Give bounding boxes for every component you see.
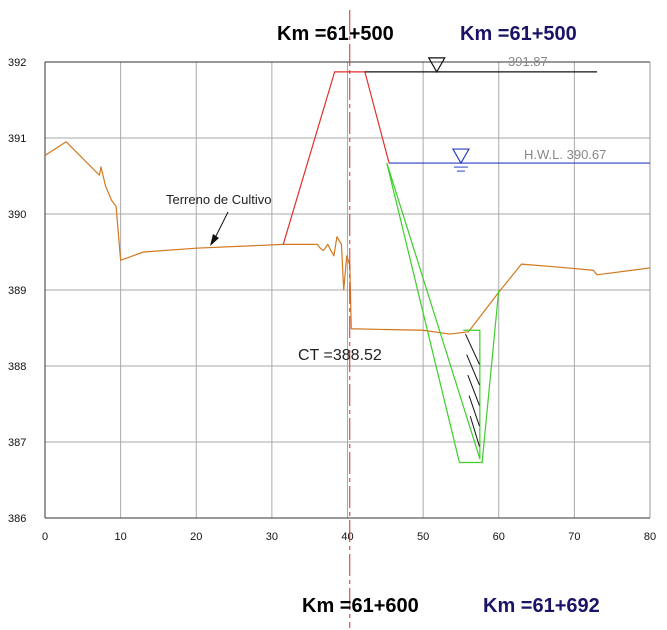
y-tick-label: 386 xyxy=(8,513,26,525)
bottom-km-label-right: Km =61+692 xyxy=(483,595,600,617)
x-tick-label: 10 xyxy=(115,531,127,543)
hatch-line xyxy=(467,374,480,406)
x-tick-label: 80 xyxy=(644,531,656,543)
crest-level-marker-icon xyxy=(427,57,446,74)
hatch-line xyxy=(466,354,480,386)
series-line-terrain xyxy=(44,141,651,335)
ct-annotation: CT =388.52 xyxy=(298,347,382,364)
bottom-km-label-left: Km =61+600 xyxy=(302,595,419,617)
x-tick-label: 70 xyxy=(568,531,580,543)
y-tick-label: 388 xyxy=(8,361,26,373)
y-tick-label: 389 xyxy=(8,285,26,297)
hwl-annotation: H.W.L. 390.67 xyxy=(524,147,606,162)
x-tick-label: 20 xyxy=(190,531,202,543)
series-line-embankment xyxy=(282,71,390,245)
y-tick-label: 390 xyxy=(8,209,26,221)
top-km-label-right: Km =61+500 xyxy=(460,23,577,45)
y-tick-label: 391 xyxy=(8,133,26,145)
x-tick-label: 30 xyxy=(266,531,278,543)
y-tick-label: 387 xyxy=(8,437,26,449)
axes: 0 10 20 30 40 50 60 70 80 386 387 388 389 390 391 392 xyxy=(8,57,656,543)
hatch-line xyxy=(469,416,480,447)
top-km-label-left: Km =61+500 xyxy=(277,23,394,45)
series-group xyxy=(44,10,651,628)
y-tick-label: 392 xyxy=(8,57,26,69)
x-tick-label: 60 xyxy=(493,531,505,543)
annotations: Terreno de Cultivo CT =388.52 H.W.L. 390… xyxy=(166,54,606,364)
x-tick-label: 0 xyxy=(42,531,48,543)
hatch-line xyxy=(465,333,480,365)
series-line-channel-inner xyxy=(386,162,481,460)
hwl-level-marker-icon xyxy=(451,148,470,165)
terrain-annotation: Terreno de Cultivo xyxy=(166,192,272,207)
series-line-channel-outer xyxy=(386,162,500,464)
grid xyxy=(45,62,650,518)
terrain-arrowhead-icon xyxy=(210,234,219,246)
hatch-line xyxy=(468,395,480,427)
crest-annotation: 391.87 xyxy=(508,54,548,69)
x-tick-label: 40 xyxy=(341,531,353,543)
x-tick-label: 50 xyxy=(417,531,429,543)
